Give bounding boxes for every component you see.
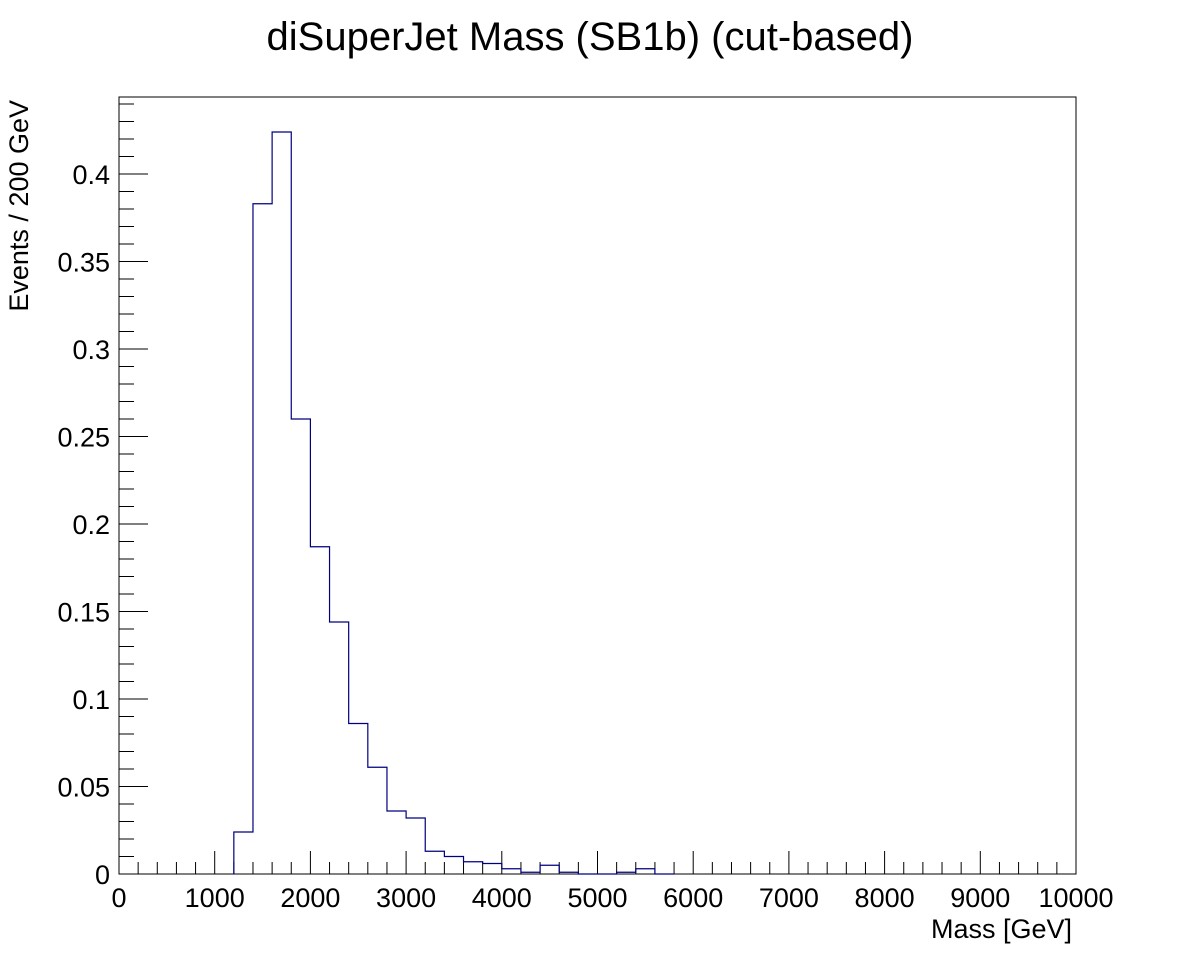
- y-tick-label: 0.25: [57, 423, 110, 453]
- y-axis-label: Events / 200 GeV: [4, 100, 34, 312]
- y-tick-label: 0.3: [72, 335, 110, 365]
- x-tick-label: 3000: [376, 883, 436, 913]
- chart-title: diSuperJet Mass (SB1b) (cut-based): [267, 15, 914, 59]
- x-axis: 0 1000 2000 3000 4000 5000 6000 7000 8000 9000 100…: [111, 851, 1114, 913]
- y-tick-label: 0.35: [57, 248, 110, 278]
- x-tick-label: 0: [111, 883, 126, 913]
- x-tick-label: 4000: [472, 883, 532, 913]
- y-tick-label: 0.2: [72, 510, 110, 540]
- x-tick-label: 7000: [759, 883, 819, 913]
- histogram-series: [233, 131, 675, 875]
- x-axis-label: Mass [GeV]: [931, 914, 1072, 944]
- y-tick-label: 0.05: [57, 773, 110, 803]
- x-tick-label: 2000: [280, 883, 340, 913]
- x-tick-label: 1000: [185, 883, 245, 913]
- histogram-outline: [233, 131, 675, 875]
- y-tick-label: 0.4: [72, 160, 110, 190]
- x-tick-label: 10000: [1038, 883, 1113, 913]
- y-tick-label: 0: [95, 860, 110, 890]
- x-tick-label: 9000: [950, 883, 1010, 913]
- y-axis: 0 0.05 0.1 0.15 0.2 0.25 0.3 0.35 0.4: [57, 103, 148, 890]
- x-tick-label: 5000: [567, 883, 627, 913]
- x-tick-label: 8000: [855, 883, 915, 913]
- x-tick-label: 6000: [663, 883, 723, 913]
- y-tick-label: 0.1: [72, 685, 110, 715]
- y-tick-label: 0.15: [57, 598, 110, 628]
